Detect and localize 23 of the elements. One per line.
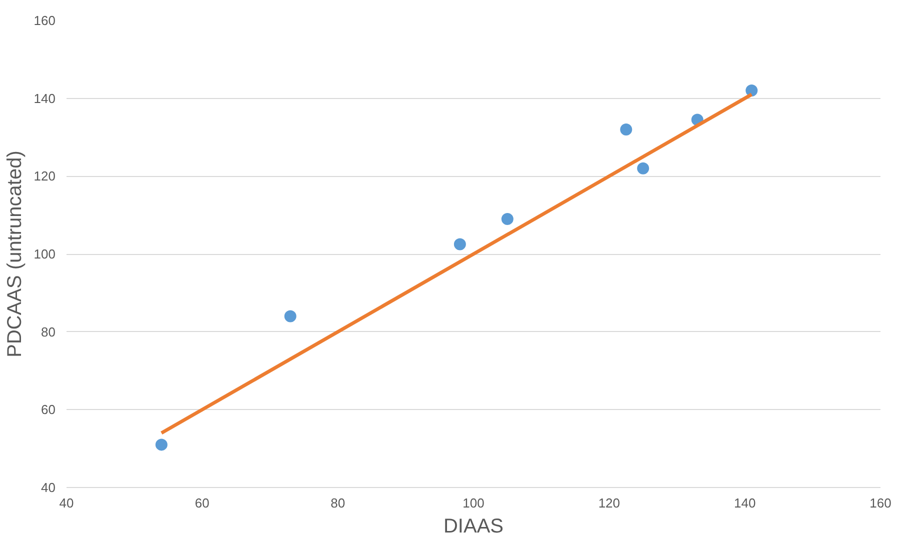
x-tick-label: 80 <box>330 496 346 510</box>
point <box>637 162 650 174</box>
point <box>155 438 168 451</box>
y-tick-label: 40 <box>41 480 56 495</box>
x-axis-title: DIAAS <box>443 516 504 538</box>
y-axis-title: PDCAAS (untruncated) <box>4 150 26 358</box>
x-tick-label: 160 <box>870 496 892 510</box>
x-tick-label: 120 <box>598 496 620 510</box>
y-tick-label: 100 <box>34 246 56 262</box>
point <box>501 212 514 225</box>
point <box>284 310 296 322</box>
y-tick-label: 160 <box>34 13 56 28</box>
x-tick-label: 60 <box>194 496 210 510</box>
point <box>620 123 632 136</box>
x-tick-label: 100 <box>462 496 484 510</box>
x-tick-label: 40 <box>59 496 74 510</box>
point <box>746 84 758 97</box>
y-tick-label: 140 <box>34 90 56 106</box>
y-tick-label: 60 <box>41 402 56 418</box>
x-tick-label: 140 <box>734 496 756 510</box>
y-tick-label: 80 <box>41 324 56 340</box>
point <box>454 238 466 250</box>
y-tick-label: 120 <box>34 168 56 184</box>
